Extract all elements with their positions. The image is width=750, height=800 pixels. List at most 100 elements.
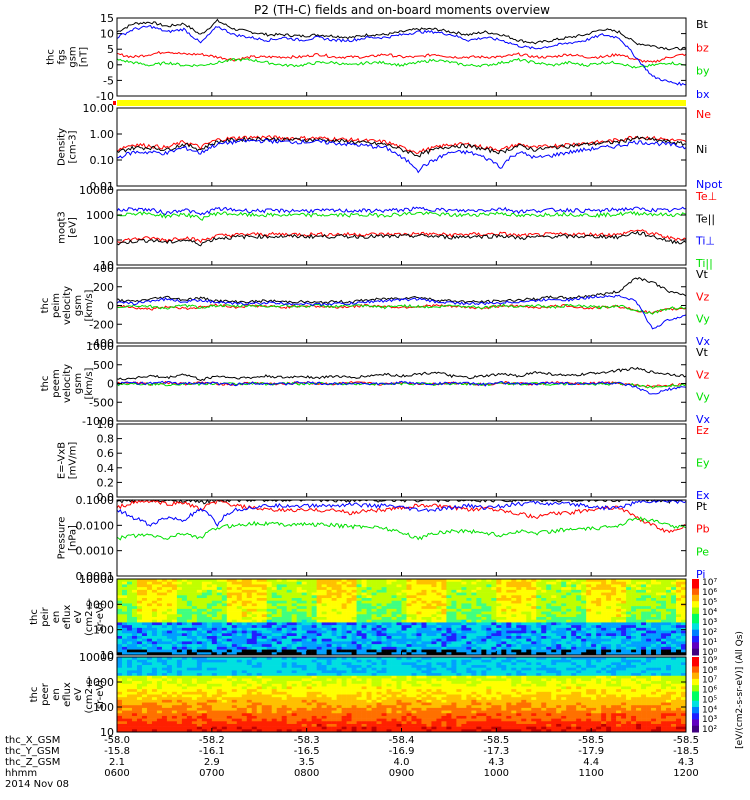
spectrogram-cell xyxy=(341,630,347,634)
spectrogram-cell xyxy=(466,644,472,648)
spectrogram-cell xyxy=(156,579,163,583)
spectrogram-cell xyxy=(186,705,193,709)
spectrogram-cell xyxy=(581,595,587,599)
spectrogram-cell xyxy=(526,636,532,640)
spectrogram-cell xyxy=(646,646,652,650)
spectrogram-cell xyxy=(126,627,133,631)
spectrogram-cell xyxy=(561,598,567,602)
spectrogram-cell xyxy=(631,611,637,615)
spectrogram-cell xyxy=(291,600,297,604)
spectrogram-cell xyxy=(361,715,367,719)
spectrogram-cell xyxy=(436,649,442,653)
spectrogram-cell xyxy=(126,617,133,621)
spectrogram-cell xyxy=(306,665,312,669)
spectrogram-cell xyxy=(396,611,402,615)
spectrogram-cell xyxy=(611,581,617,585)
spectrogram-cell xyxy=(426,641,432,645)
spectrogram-cell xyxy=(171,721,178,725)
spectrogram-cell xyxy=(311,641,317,645)
spectrogram-cell xyxy=(681,611,687,615)
spectrogram-cell xyxy=(636,646,642,650)
spectrogram-cell xyxy=(186,726,193,730)
spectrogram-cell xyxy=(281,678,288,682)
spectrogram-cell xyxy=(336,611,342,615)
spectrogram-cell xyxy=(446,600,452,604)
spectrogram-cell xyxy=(226,697,233,701)
spectrogram-cell xyxy=(286,608,292,612)
spectrogram-cell xyxy=(421,581,427,585)
spectrogram-cell xyxy=(256,587,263,591)
spectrogram-cell xyxy=(221,649,228,653)
spectrogram-cell xyxy=(381,662,387,666)
spectrogram-cell xyxy=(271,713,278,717)
spectrogram-cell xyxy=(366,678,372,682)
spectrogram-cell xyxy=(236,611,243,615)
spectrogram-cell xyxy=(611,608,617,612)
spectrogram-cell xyxy=(311,686,317,690)
spectrogram-cell xyxy=(436,587,442,591)
spectrogram-cell xyxy=(631,627,637,631)
spectrogram-cell xyxy=(371,697,377,701)
spectrogram-cell xyxy=(231,622,238,626)
spectrogram-cell xyxy=(571,649,577,653)
spectrogram-cell xyxy=(241,592,248,596)
spectrogram-cell xyxy=(196,595,203,599)
spectrogram-cell xyxy=(161,699,168,703)
spectrogram-cell xyxy=(506,608,512,612)
spectrogram-cell xyxy=(271,699,278,703)
spectrogram-cell xyxy=(117,630,123,634)
spectrogram-cell xyxy=(161,630,168,634)
spectrogram-cell xyxy=(581,633,587,637)
spectrogram-cell xyxy=(266,595,273,599)
spectrogram-cell xyxy=(211,584,218,588)
spectrogram-cell xyxy=(651,614,657,618)
spectrogram-cell xyxy=(221,713,228,717)
spectrogram-cell xyxy=(126,665,133,669)
spectrogram-cell xyxy=(561,589,567,593)
spectrogram-cell xyxy=(466,641,472,645)
spectrogram-cell xyxy=(166,689,173,693)
spectrogram-cell xyxy=(346,694,352,698)
spectrogram-cell xyxy=(186,702,193,706)
colorbar-label: [eV/(cm2-s-sr-eV)] (All Qs) xyxy=(735,631,745,749)
spectrogram-cell xyxy=(131,638,138,642)
spectrogram-cell xyxy=(396,598,402,602)
spectrogram-cell xyxy=(356,636,362,640)
y-axis-label: Pressure xyxy=(57,517,68,560)
spectrogram-cell xyxy=(181,721,188,725)
spectrogram-cell xyxy=(531,581,537,585)
spectrogram-cell xyxy=(231,636,238,640)
spectrogram-cell xyxy=(146,683,153,687)
spectrogram-cell xyxy=(131,686,138,690)
spectrogram-cell xyxy=(481,646,487,650)
spectrogram-cell xyxy=(536,633,542,637)
spectrogram-cell xyxy=(131,662,138,666)
spectrogram-cell xyxy=(301,673,307,677)
spectrogram-cell xyxy=(161,721,168,725)
spectrogram-cell xyxy=(561,595,567,599)
spectrogram-cell xyxy=(311,606,317,610)
spectrogram-cell xyxy=(431,584,437,588)
spectrogram-cell xyxy=(256,630,263,634)
spectrogram-cell xyxy=(446,614,452,618)
spectrogram-cell xyxy=(546,589,552,593)
spectrogram-cell xyxy=(241,678,248,682)
spectrogram-cell xyxy=(371,707,377,711)
spectrogram-cell xyxy=(386,581,392,585)
spectrogram-cell xyxy=(641,638,647,642)
spectrogram-cell xyxy=(391,598,397,602)
spectrogram-cell xyxy=(351,665,357,669)
y-tick-label: 0 xyxy=(107,378,114,391)
spectrogram-cell xyxy=(216,617,223,621)
spectrogram-cell xyxy=(321,689,327,693)
spectrogram-cell xyxy=(341,619,347,623)
spectrogram-cell xyxy=(586,619,592,623)
spectrogram-cell xyxy=(276,630,283,634)
spectrogram-cell xyxy=(651,587,657,591)
spectrogram-cell xyxy=(316,611,322,615)
spectrogram-cell xyxy=(141,675,148,679)
spectrogram-cell xyxy=(266,678,273,682)
spectrogram-cell xyxy=(561,649,567,653)
spectrogram-cell xyxy=(171,611,178,615)
spectrogram-cell xyxy=(166,630,173,634)
